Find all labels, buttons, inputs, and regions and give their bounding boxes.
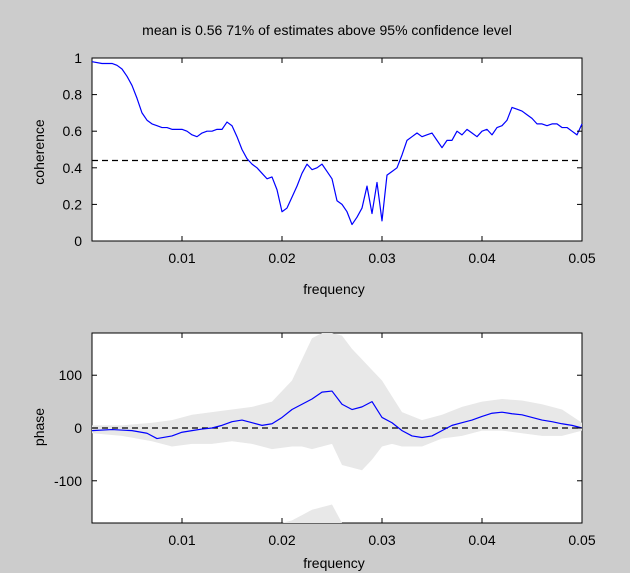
coherence-x-axis-label: frequency	[303, 281, 364, 297]
x-tick-label: 0.02	[268, 250, 295, 266]
y-tick-label: 0	[74, 420, 82, 436]
phase-confidence-band	[92, 333, 582, 523]
y-tick-label: -100	[54, 473, 82, 489]
y-tick-label: 0.4	[63, 160, 83, 176]
x-tick-label: 0.05	[568, 532, 595, 548]
phase-y-ticks: -100 0 100	[54, 367, 582, 489]
confidence-band	[92, 333, 582, 471]
series-line-0	[91, 61, 583, 226]
coherence-x-ticks: 0.01 0.02 0.03 0.04 0.05	[168, 58, 596, 266]
coherence-y-axis-label: coherence	[31, 119, 47, 185]
coherence-title: mean is 0.56 71% of estimates above 95% …	[142, 22, 512, 38]
confidence-band-wrap	[282, 504, 352, 523]
coherence-series	[91, 61, 583, 226]
x-tick-label: 0.03	[368, 250, 395, 266]
x-tick-label: 0.01	[168, 532, 195, 548]
x-tick-label: 0.05	[568, 250, 595, 266]
series-line-0	[91, 390, 583, 440]
x-tick-label: 0.04	[468, 250, 495, 266]
y-tick-label: 100	[59, 367, 83, 383]
y-tick-label: 0.8	[63, 87, 83, 103]
x-tick-label: 0.02	[268, 532, 295, 548]
coherence-panel: mean is 0.56 71% of estimates above 95% …	[31, 22, 596, 297]
coherence-y-ticks: 0 0.2 0.4 0.6 0.8 1	[63, 50, 582, 249]
phase-y-axis-label: phase	[31, 408, 47, 446]
x-tick-label: 0.01	[168, 250, 195, 266]
y-tick-label: 0.2	[63, 196, 83, 212]
x-tick-label: 0.04	[468, 532, 495, 548]
phase-series	[91, 390, 583, 440]
y-tick-label: 0	[74, 233, 82, 249]
coherence-plot-area	[91, 57, 583, 242]
y-tick-label: 0.6	[63, 123, 83, 139]
y-tick-label: 1	[74, 50, 82, 66]
x-tick-label: 0.03	[368, 532, 395, 548]
phase-x-ticks: 0.01 0.02 0.03 0.04 0.05	[168, 333, 596, 548]
phase-x-axis-label: frequency	[303, 555, 364, 571]
